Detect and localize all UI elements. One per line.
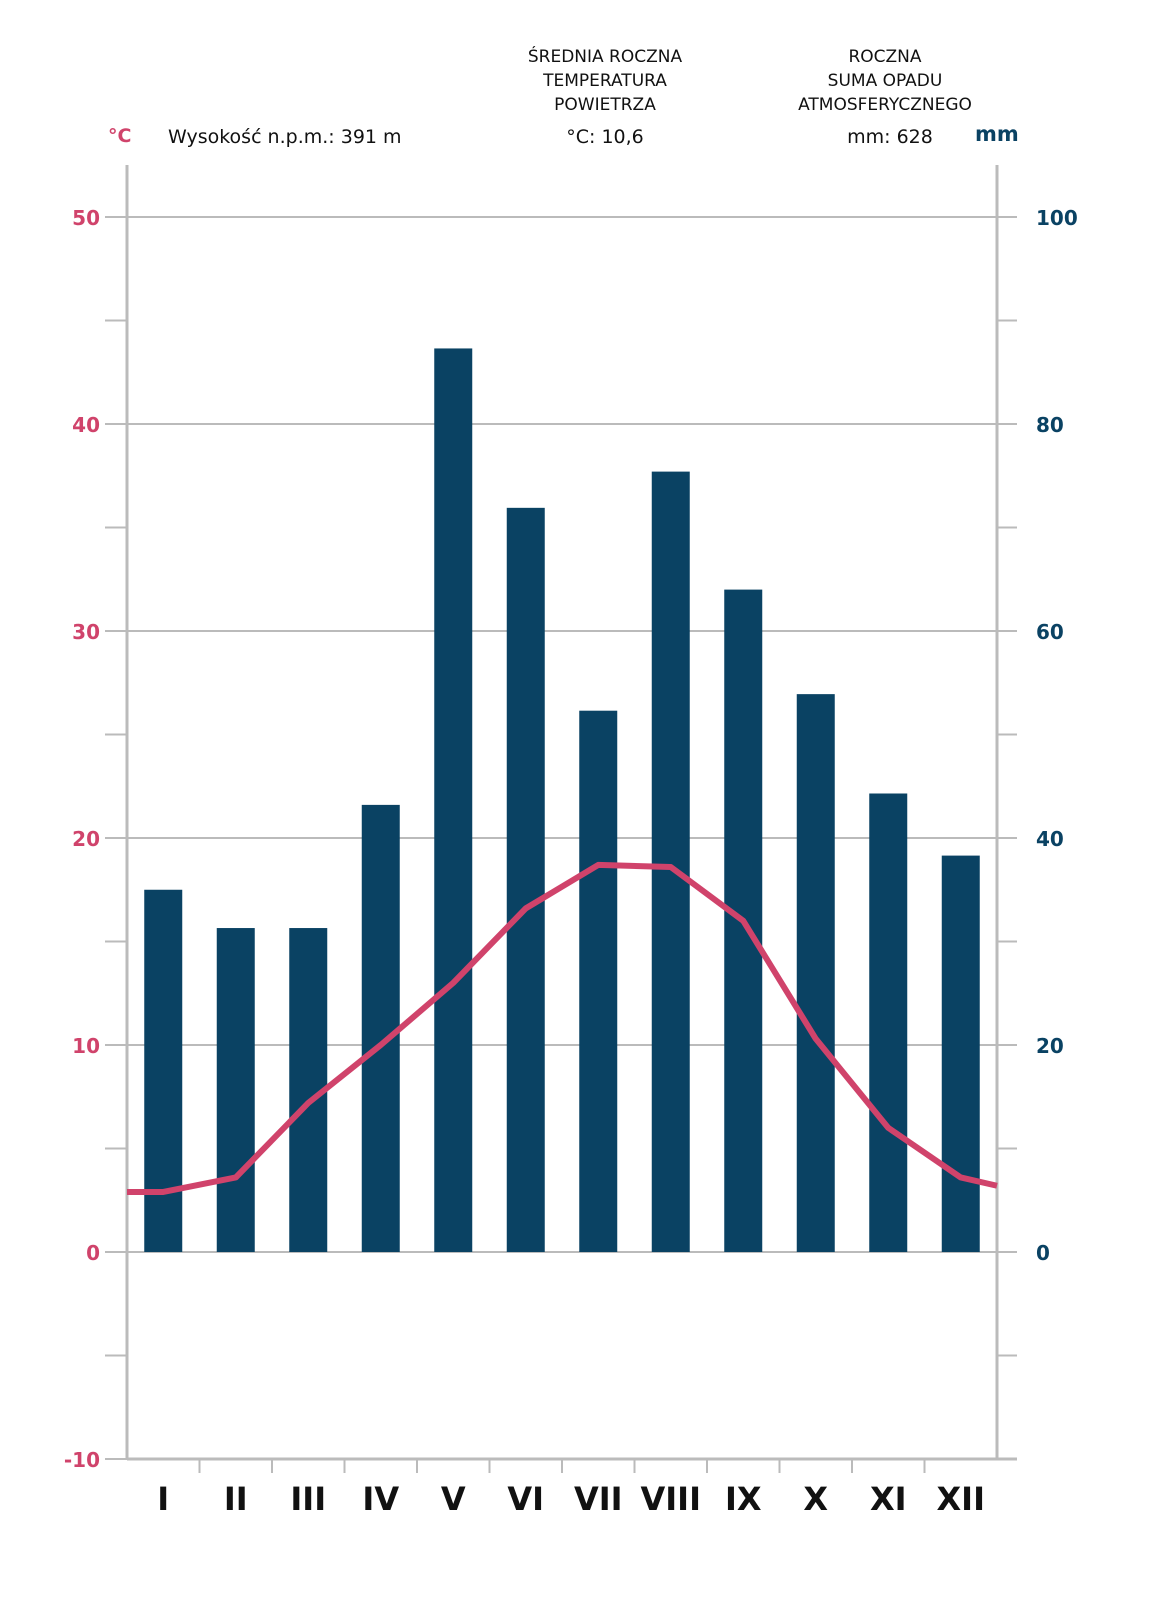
month-label: XII: [937, 1480, 985, 1518]
mean-temp-title-line: ŚREDNIA ROCZNA: [527, 47, 683, 67]
precip-bar-XII: [941, 855, 980, 1252]
precip-bar-V: [434, 348, 473, 1252]
precip-bar-XI: [869, 793, 908, 1252]
right-tick-label: 0: [1036, 1241, 1050, 1265]
left-tick-label: 30: [72, 620, 100, 644]
temp-unit-label: °C: [108, 125, 132, 147]
precip-unit-label: mm: [975, 122, 1019, 146]
month-label: IV: [362, 1480, 399, 1518]
mean-temp-title-line: POWIETRZA: [554, 95, 656, 115]
precip-title: ROCZNA SUMA OPADU ATMOSFERYCZNEGO: [775, 45, 995, 117]
precip-title-line: ROCZNA: [848, 47, 922, 67]
precip-bar-X: [796, 694, 835, 1252]
precip-title-line: SUMA OPADU: [827, 71, 943, 91]
temperature-line: [127, 861, 998, 1195]
precip-bar-I: [144, 889, 183, 1252]
left-tick-label: 50: [72, 206, 100, 230]
month-label: VIII: [641, 1480, 701, 1518]
precip-bar-II: [216, 928, 255, 1252]
precip-bar-VI: [506, 507, 545, 1253]
left-tick-label: 0: [86, 1241, 100, 1265]
right-tick-label: 60: [1036, 620, 1064, 644]
month-label: II: [224, 1480, 248, 1518]
left-tick-label: 40: [72, 413, 100, 437]
mean-temp-value: °C: 10,6: [566, 126, 644, 148]
month-label: IX: [725, 1480, 762, 1518]
left-tick-label: 20: [72, 827, 100, 851]
month-label: XI: [870, 1480, 907, 1518]
precip-bar-VIII: [651, 471, 690, 1252]
mean-temp-title: ŚREDNIA ROCZNA TEMPERATURA POWIETRZA: [505, 45, 705, 117]
precip-bar-VII: [579, 710, 618, 1252]
precip-bar-IV: [361, 804, 400, 1252]
left-tick-label: 10: [72, 1034, 100, 1058]
precip-value: mm: 628: [847, 126, 933, 148]
precip-title-line: ATMOSFERYCZNEGO: [798, 95, 972, 115]
month-label: VI: [507, 1480, 544, 1518]
month-label: X: [803, 1480, 828, 1518]
month-label: I: [157, 1480, 169, 1518]
right-tick-label: 100: [1036, 206, 1078, 230]
left-tick-label: -10: [64, 1448, 100, 1472]
right-tick-label: 20: [1036, 1034, 1064, 1058]
right-tick-label: 80: [1036, 413, 1064, 437]
month-label: V: [441, 1480, 466, 1518]
right-tick-label: 40: [1036, 827, 1064, 851]
month-label: III: [290, 1480, 326, 1518]
mean-temp-title-line: TEMPERATURA: [543, 71, 667, 91]
month-label: VII: [574, 1480, 623, 1518]
elevation-label: Wysokość n.p.m.: 391 m: [168, 126, 402, 148]
